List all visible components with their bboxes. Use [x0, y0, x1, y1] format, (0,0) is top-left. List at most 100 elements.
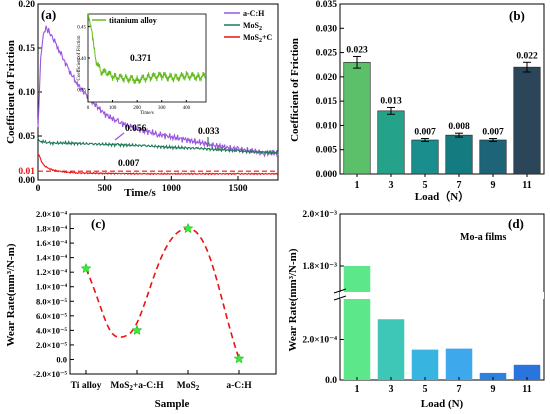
- panel-d-xtick-label: 1: [355, 384, 360, 395]
- inset-annotation: 0.371: [130, 54, 152, 64]
- panel-b-ytick-label: 0.025: [316, 49, 338, 59]
- panel-d-xtick-label: 5: [423, 384, 428, 395]
- panel-c-ytick-label: 1.2×10⁻⁴: [36, 267, 67, 277]
- panel-b-ytick-label: 0.000: [316, 170, 338, 180]
- inset-series-line: [87, 13, 207, 84]
- panel-c-ytick-label: 2.0×10⁻⁴: [36, 209, 67, 219]
- panel-b-xtick-label: 7: [457, 180, 462, 191]
- legend-label-mos2-c: MoS2+C: [243, 33, 273, 44]
- panel-a-reference-tick-label: 0.01: [18, 167, 35, 177]
- panel-c-ytick-label: 1.8×10⁻⁴: [36, 224, 67, 234]
- panel-d: (d) Mo-a films Wear Rate(mm³/N-m) Load (…: [287, 210, 545, 410]
- panel-c-point-3: [233, 353, 245, 364]
- panel-b-data-label: 0.008: [448, 122, 470, 132]
- panel-b-label: (b): [509, 8, 525, 23]
- panel-c-xtick-label: Ti alloy: [71, 381, 102, 391]
- panel-c-ytick-label: 0.0: [56, 354, 67, 364]
- panel-b-ytick-label: 0.035: [316, 0, 338, 10]
- panel-a-ytick-label: 0.00: [18, 176, 35, 186]
- panel-d-label: (d): [508, 216, 524, 231]
- inset-ytick-label: 0.35: [77, 88, 86, 93]
- panel-c-ytick-label: -2.0×10⁻⁵: [33, 369, 67, 379]
- panel-b-ytick-label: 0.005: [316, 146, 338, 156]
- panel-d-bar-7: [445, 348, 473, 380]
- series-line-a-c-h: [37, 25, 279, 158]
- panel-d-xtick-label: 3: [389, 384, 394, 395]
- panel-d-xlabel: Load (N): [421, 398, 464, 410]
- legend-label-mos2: MoS2: [243, 21, 262, 32]
- panel-b-xtick-label: 11: [522, 180, 531, 191]
- panel-d-ytick-label: 0.0: [325, 376, 337, 386]
- axis-break-mark-top: [333, 288, 347, 294]
- panel-a-label: (a): [41, 7, 56, 22]
- inset-xlabel: Time/s: [140, 111, 154, 116]
- annotation-arrow-a-c-h: [114, 132, 125, 141]
- panel-d-ylabel: Wear Rate(mm³/N-m): [287, 248, 299, 351]
- panel-c-xtick-label: MoS2+a-C:H: [110, 381, 164, 392]
- panel-a-xtick-label: 500: [98, 184, 113, 194]
- annotation-a-c-h: 0.056: [125, 124, 147, 134]
- inset-xtick-label: 400: [183, 106, 191, 111]
- inset-xtick-label: 300: [158, 106, 166, 111]
- panel-c-ytick-label: 4.0×10⁻⁵: [36, 325, 67, 335]
- inset-ytick-label: 0.45: [77, 26, 86, 31]
- inset-ylabel: Coefficient of Friction: [77, 35, 82, 80]
- panel-b-data-label: 0.007: [482, 128, 504, 138]
- inset-xtick-label: 0: [87, 106, 90, 111]
- axis-break-gap: [340, 292, 544, 299]
- panel-b-data-label: 0.013: [380, 96, 402, 106]
- inset-frame: [87, 13, 207, 103]
- panel-c-point-1: [131, 324, 143, 335]
- inset-ytick-label: 0.40: [77, 57, 86, 62]
- panel-d-bar-5: [411, 349, 439, 380]
- panel-a-ytick-label: 0.20: [18, 0, 35, 10]
- panel-a: (a) Coefficient of Friction Time/s 0 500 1…: [5, 0, 279, 199]
- panel-b-data-label: 0.023: [346, 45, 368, 55]
- panel-c-ytick-label: 1.4×10⁻⁴: [36, 253, 67, 263]
- panel-b-bar-11: [513, 66, 541, 175]
- panel-b-bar-5: [411, 139, 439, 175]
- panel-a-legend: a-C:H MoS2 MoS2+C: [224, 9, 273, 44]
- panel-d-bar-9: [479, 372, 507, 380]
- panel-d-title: Mo-a films: [460, 232, 506, 243]
- panel-d-bar-3: [377, 319, 405, 380]
- panel-b-data-label: 0.022: [516, 51, 538, 61]
- panel-a-xtick-label: 1000: [162, 184, 181, 194]
- panel-a-xlabel: Time/s: [124, 187, 156, 199]
- panel-d-ytick-label: 2.0×10⁻³: [302, 210, 337, 220]
- panel-c-point-2: [182, 222, 194, 234]
- panel-c-ytick-label: 1.6×10⁻⁴: [36, 238, 67, 248]
- panel-b-bar-3: [377, 110, 405, 175]
- panel-c-ytick-label: 6.0×10⁻⁵: [36, 311, 67, 321]
- panel-d-axis-break: [333, 288, 544, 301]
- annotation-mos2-c: 0.007: [118, 159, 140, 169]
- panel-a-xtick-label: 0: [36, 184, 41, 194]
- inset-xtick-label: 200: [133, 106, 141, 111]
- panel-c-xlabel: Sample: [155, 398, 190, 410]
- panel-d-xtick-label: 7: [457, 384, 462, 395]
- panel-d-bar-1: [343, 266, 371, 380]
- panel-b-bar-7: [445, 134, 473, 175]
- inset-xtick-label: 100: [109, 106, 117, 111]
- axis-break-mark-bottom: [333, 295, 347, 301]
- panel-b-xtick-label: 3: [389, 180, 394, 191]
- panel-a-ytick-label: 0.10: [18, 88, 35, 98]
- panel-c-ylabel: Wear Rate(mm³/N-m): [5, 243, 17, 346]
- panel-b-ytick-label: 0.030: [316, 24, 338, 34]
- panel-b-bar-9: [479, 139, 507, 175]
- panel-b-xlabel: Load（N）: [415, 190, 469, 203]
- panel-c-label: (c): [91, 216, 105, 231]
- panel-b-xtick-label: 9: [491, 180, 496, 191]
- panel-c: (c) Wear Rate(mm³/N-m) Sample -2.0×10⁻⁵ 0…: [5, 209, 277, 410]
- annotation-mos2: 0.033: [198, 127, 220, 137]
- panel-b: (b) Coefficient of Friction Load（N） 0.00…: [289, 0, 545, 203]
- panel-b-bar-1: [343, 61, 371, 175]
- panel-b-ytick-label: 0.015: [316, 97, 338, 107]
- panel-c-xtick-label: a-C:H: [226, 381, 252, 391]
- panel-a-xtick-label: 1500: [229, 184, 248, 194]
- panel-d-ytick-label: 1.8×10⁻³: [302, 262, 337, 272]
- panel-c-ytick-label: 2.0×10⁻⁵: [36, 340, 67, 350]
- series-line-mos2: [37, 137, 279, 156]
- panel-b-data-label: 0.007: [414, 128, 436, 138]
